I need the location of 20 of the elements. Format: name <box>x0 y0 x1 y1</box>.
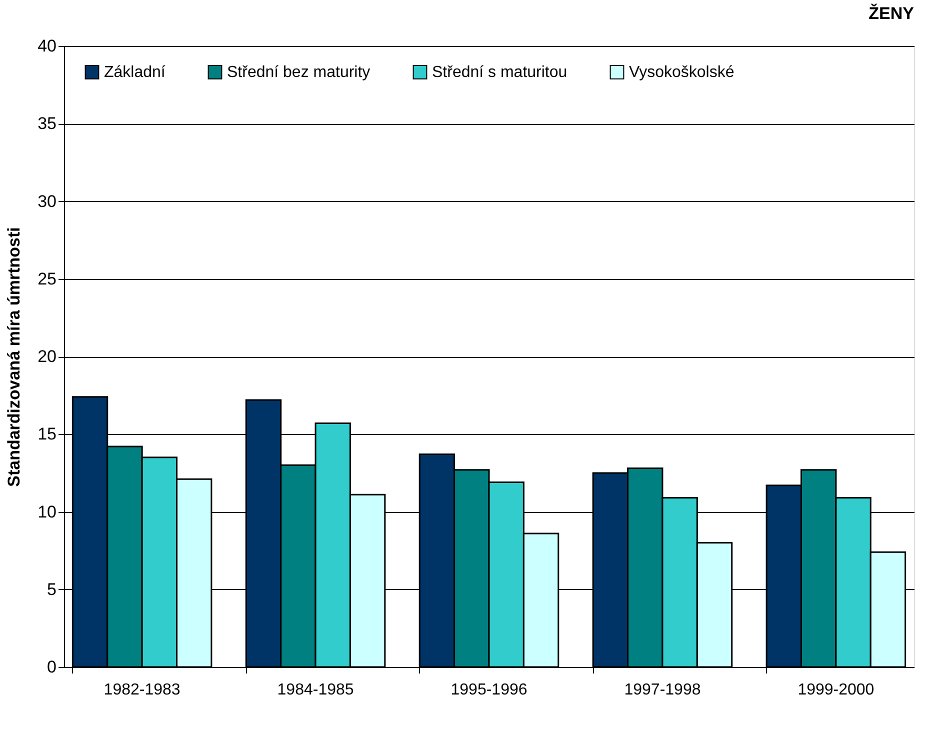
y-tick-label: 35 <box>38 114 56 134</box>
legend-label: Střední s maturitou <box>432 64 568 82</box>
x-tick-label: 1997-1998 <box>624 682 701 698</box>
y-tick-label: 25 <box>38 269 56 288</box>
x-tick-label: 1984-1985 <box>277 682 354 698</box>
y-tick-label: 40 <box>38 36 56 56</box>
legend-label: Základní <box>104 64 166 82</box>
y-axis-title: Standardizovaná míra úmrtnosti <box>4 227 24 487</box>
x-tick-label: 1999-2000 <box>798 682 874 698</box>
y-tick-label: 30 <box>38 192 56 211</box>
x-tick-label: 1982-1983 <box>104 682 180 698</box>
chart-title: ŽENY <box>868 3 915 23</box>
legend-label: Střední bez maturity <box>227 64 370 82</box>
y-tick-label: 5 <box>47 580 56 599</box>
y-tick-label: 15 <box>38 424 56 444</box>
y-tick-label: 0 <box>47 658 56 676</box>
y-tick-label: 10 <box>38 502 56 522</box>
legend-label: Vysokoškolské <box>629 64 734 82</box>
x-tick-label: 1995-1996 <box>450 682 528 698</box>
y-tick-label: 20 <box>38 347 56 366</box>
